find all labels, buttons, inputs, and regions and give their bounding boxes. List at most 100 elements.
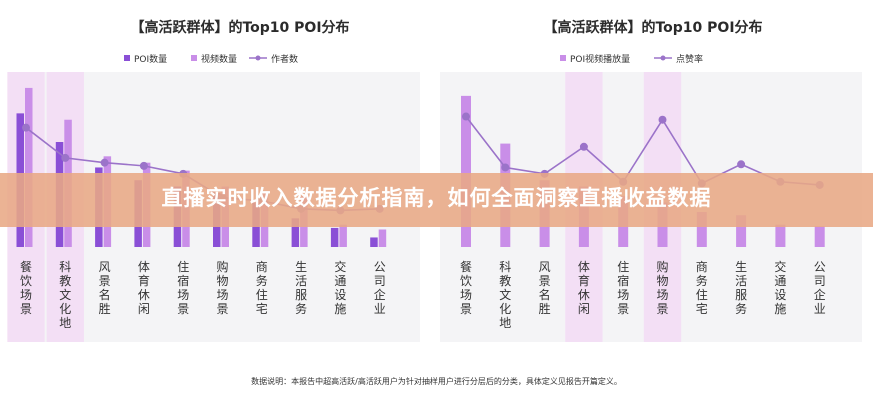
- tick-label-char: 餐: [460, 259, 472, 274]
- legend-item: POI数量: [124, 53, 167, 65]
- tick-label-char: 活: [735, 274, 747, 288]
- tick-label-char: 地: [499, 316, 511, 330]
- tick-label-char: 生: [295, 260, 307, 274]
- tick-label-char: 服: [295, 288, 307, 302]
- tick-label-char: 企: [374, 287, 386, 302]
- tick-label-char: 宅: [256, 301, 268, 316]
- tick-label-char: 景: [99, 274, 111, 288]
- tick-label-char: 体: [138, 260, 150, 274]
- tick-label-char: 宿: [617, 273, 629, 288]
- legend-label: 作者数: [271, 53, 298, 65]
- tick-label-char: 文: [59, 287, 71, 302]
- bar: [696, 212, 707, 247]
- legend-swatch: [124, 55, 130, 61]
- tick-label-char: 物: [216, 274, 228, 288]
- tick-label-char: 科: [499, 260, 511, 274]
- tick-label-char: 住: [256, 288, 268, 302]
- bar: [461, 95, 471, 247]
- tick-label-char: 科: [59, 260, 71, 274]
- tick-label-char: 场: [617, 288, 629, 302]
- tick-label-char: 购: [656, 259, 668, 274]
- tick-label-char: 景: [617, 302, 629, 316]
- tick-label-char: 教: [59, 273, 71, 288]
- tick-label-char: 场: [656, 288, 668, 302]
- tick-label-char: 景: [539, 274, 551, 288]
- tick-label-char: 设: [774, 288, 786, 302]
- tick-label-char: 育: [578, 273, 590, 288]
- tick-label-char: 景: [656, 302, 668, 316]
- tick-label-char: 业: [374, 302, 386, 316]
- tick-label-char: 业: [814, 302, 826, 316]
- line-point: [100, 158, 109, 167]
- tick-label-char: 住: [617, 260, 629, 274]
- tick-label-char: 饮: [460, 274, 472, 288]
- bar: [25, 87, 33, 247]
- tick-label-char: 购: [216, 259, 228, 274]
- tick-label-char: 育: [138, 273, 150, 288]
- legend-marker: [255, 55, 261, 61]
- tick-label-char: 场: [20, 288, 32, 302]
- tick-label-char: 化: [59, 302, 71, 316]
- tick-label-char: 宿: [177, 273, 189, 288]
- tick-label-char: 场: [177, 288, 189, 302]
- tick-label-char: 活: [295, 274, 307, 288]
- tick-label-char: 闲: [138, 302, 150, 316]
- tick-label-char: 商: [256, 259, 268, 274]
- tick-label-char: 景: [460, 302, 472, 316]
- line-point: [737, 160, 746, 169]
- line-point: [462, 112, 470, 121]
- bar: [330, 227, 339, 247]
- tick-label-char: 饮: [20, 274, 32, 288]
- legend-item: POI视频播放量: [560, 53, 630, 65]
- tick-label-char: 交: [774, 259, 786, 274]
- bar: [775, 224, 786, 247]
- tick-label-char: 餐: [20, 259, 32, 274]
- tick-label-char: 景: [216, 302, 228, 316]
- line-point: [579, 142, 588, 151]
- tick-label-char: 务: [696, 273, 708, 288]
- tick-label-char: 地: [59, 316, 71, 330]
- tick-label-char: 服: [735, 288, 747, 302]
- tick-label-char: 司: [814, 274, 826, 288]
- line-point: [501, 163, 510, 172]
- tick-label-char: 施: [774, 302, 786, 316]
- chart-title: 【高活跃群体】的Top10 POI分布: [130, 19, 349, 36]
- tick-label-char: 风: [99, 260, 111, 274]
- bar: [370, 237, 378, 247]
- legend-swatch: [191, 55, 197, 61]
- tick-label-char: 休: [578, 288, 590, 302]
- tick-label-char: 商: [696, 259, 708, 274]
- tick-label-char: 名: [539, 287, 551, 302]
- tick-label-char: 生: [735, 260, 747, 274]
- footnote: 数据说明：本报告中超高活跃/高活跃用户为针对抽样用户进行分层后的分类，具体定义见…: [251, 377, 622, 386]
- tick-label-char: 景: [177, 302, 189, 316]
- tick-label-char: 场: [460, 288, 472, 302]
- line-point: [22, 123, 30, 132]
- tick-label-char: 司: [374, 274, 386, 288]
- bar: [736, 215, 747, 247]
- legend-label: 视频数量: [201, 53, 237, 65]
- legend-label: 点赞率: [676, 53, 703, 65]
- tick-label-char: 场: [216, 288, 228, 302]
- tick-label-char: 务: [735, 301, 747, 316]
- tick-label-char: 化: [499, 302, 511, 316]
- tick-label-char: 交: [334, 259, 346, 274]
